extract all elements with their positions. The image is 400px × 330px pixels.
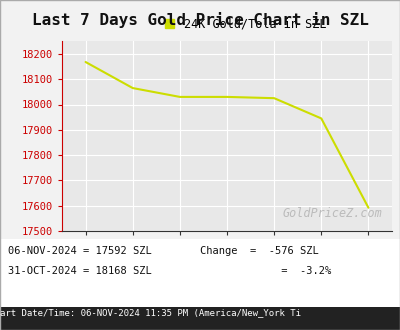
Text: 31-OCT-2024 = 18168 SZL: 31-OCT-2024 = 18168 SZL: [8, 266, 152, 276]
Text: Change  =  -576 SZL: Change = -576 SZL: [200, 246, 319, 256]
Text: GoldPriceZ.com: GoldPriceZ.com: [282, 207, 382, 220]
Text: art Date/Time: 06-NOV-2024 11:35 PM (America/New_York Ti: art Date/Time: 06-NOV-2024 11:35 PM (Ame…: [0, 309, 301, 317]
Text: 06-NOV-2024 = 17592 SZL: 06-NOV-2024 = 17592 SZL: [8, 246, 152, 256]
Text: =  -3.2%: = -3.2%: [200, 266, 331, 276]
Text: Last 7 Days Gold Price Chart in SZL: Last 7 Days Gold Price Chart in SZL: [32, 12, 368, 27]
Legend: 24K Gold/Tola in SZL: 24K Gold/Tola in SZL: [160, 13, 331, 35]
